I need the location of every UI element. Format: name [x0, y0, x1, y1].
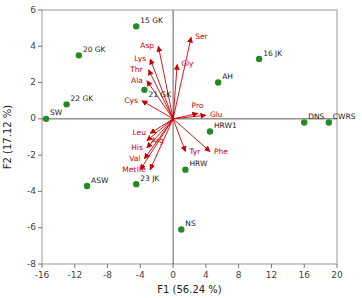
variable-label: Leu: [133, 128, 147, 137]
sample-point: [43, 116, 49, 122]
variable-label: Asp: [140, 41, 154, 50]
y-tick: [38, 191, 42, 192]
sample-label: 21 GK: [148, 90, 172, 99]
chart: -16 -12 -8 -4 0 4 8 12 16 20 -8 -6 -4 -2 0 2 4 6 F1 (56.24…: [0, 0, 362, 298]
variable-arrow: [173, 64, 177, 118]
variable-label: Met: [122, 165, 136, 174]
variable-label: Lys: [134, 54, 146, 63]
sample-point: [215, 79, 221, 85]
sample-label: 22 GK: [71, 94, 95, 103]
variable-label: Ala: [131, 76, 143, 85]
x-tick-label: 0: [170, 270, 176, 280]
variable-label: Ile: [137, 165, 146, 174]
variable-label: Glu: [210, 110, 223, 119]
sample-point: [76, 52, 82, 58]
y-tick-label: 6: [30, 5, 36, 15]
variable-label: Thr: [129, 65, 143, 74]
x-tick: [107, 264, 108, 268]
origin-line-v: [173, 10, 174, 264]
variable-label: Ser: [195, 32, 208, 41]
sample-label: ASW: [91, 176, 109, 185]
variable-arrow: [147, 119, 173, 148]
origin-line-h: [42, 118, 337, 119]
y-tick: [38, 155, 42, 156]
y-tick-label: -6: [27, 222, 36, 232]
variable-arrow: [150, 119, 173, 170]
y-tick-label: 4: [30, 41, 36, 51]
sample-point: [207, 128, 213, 134]
plot-marks: [42, 10, 337, 264]
sample-point: [84, 183, 90, 189]
y-tick: [38, 227, 42, 228]
variable-arrow: [173, 37, 191, 119]
sample-point: [182, 166, 188, 172]
sample-point: [133, 181, 139, 187]
variable-label: Cys: [124, 96, 138, 105]
x-tick-label: 12: [266, 270, 277, 280]
variable-label: Val: [129, 154, 140, 163]
x-tick-label: 16: [298, 270, 310, 280]
y-tick-label: -2: [27, 150, 36, 160]
x-tick-label: -16: [35, 270, 50, 280]
variable-arrow: [150, 59, 173, 119]
sample-point: [133, 23, 139, 29]
x-tick: [173, 264, 174, 268]
variable-arrow: [147, 81, 173, 119]
sample-label: 23 JK: [140, 174, 160, 183]
x-tick-label: 4: [203, 270, 209, 280]
sample-label: AH: [222, 72, 233, 81]
sample-label: 16 JK: [263, 49, 283, 58]
sample-label: 15 GK: [140, 16, 164, 25]
x-axis-label: F1 (56.24 %): [157, 284, 222, 295]
x-tick: [42, 264, 43, 268]
sample-label: DNS: [308, 112, 324, 121]
variable-arrow: [173, 115, 206, 119]
y-tick: [38, 118, 42, 119]
x-tick-label: -4: [136, 270, 145, 280]
variable-label: Arg: [151, 136, 164, 145]
sample-label: HRW: [189, 159, 208, 168]
y-axis-label: F2 (17.12 %): [2, 105, 13, 170]
sample-point: [178, 226, 184, 232]
variable-label: His: [131, 143, 143, 152]
x-tick-label: 20: [331, 270, 343, 280]
y-tick-label: -4: [27, 186, 36, 196]
x-tick: [74, 264, 75, 268]
x-tick: [205, 264, 206, 268]
sample-label: SW: [50, 108, 63, 117]
y-tick: [38, 10, 42, 11]
sample-point: [63, 101, 69, 107]
sample-point: [256, 56, 262, 62]
variable-label: Gly: [181, 59, 194, 68]
y-tick: [38, 264, 42, 265]
axes: -16 -12 -8 -4 0 4 8 12 16 20 -8 -6 -4 -2 0 2 4 6: [27, 5, 343, 281]
plot-frame: [42, 10, 337, 264]
sample-label: 20 GK: [83, 45, 107, 54]
x-tick-label: -8: [103, 270, 112, 280]
variable-label: Pro: [192, 101, 204, 110]
sample-point: [326, 119, 332, 125]
sample-point: [141, 87, 147, 93]
x-tick: [304, 264, 305, 268]
variable-label: Tyr: [188, 147, 201, 156]
x-tick: [238, 264, 239, 268]
sample-label: HRW1: [214, 121, 237, 130]
y-tick-label: 0: [30, 113, 36, 123]
y-tick-label: 2: [30, 77, 36, 87]
x-tick: [271, 264, 272, 268]
sample-label: NS: [185, 219, 196, 228]
variable-arrow: [142, 101, 173, 119]
variable-arrow: [140, 119, 173, 170]
x-tick: [337, 264, 338, 268]
x-tick-label: 8: [236, 270, 242, 280]
variable-label: Phe: [214, 147, 228, 156]
y-tick-label: -8: [27, 259, 36, 269]
sample-point: [301, 119, 307, 125]
y-tick: [38, 46, 42, 47]
sample-label: CWRS: [333, 112, 356, 121]
x-tick: [140, 264, 141, 268]
x-tick-label: -12: [67, 270, 82, 280]
y-tick: [38, 82, 42, 83]
labels: 15 GK 20 GK 22 GK SW 21 GK ASW 23 JK HRW NS AH 16 …: [50, 16, 356, 228]
